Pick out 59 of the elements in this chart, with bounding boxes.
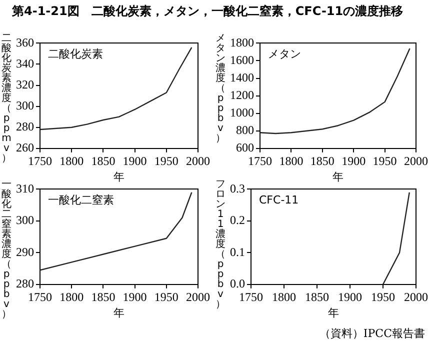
x-tick-label: 1800: [272, 290, 296, 304]
y-tick-label: 300: [16, 213, 34, 228]
x-tick-label: 1750: [28, 290, 52, 304]
x-tick-label: 1850: [310, 154, 334, 168]
y-tick-label: 0.1: [230, 244, 245, 259]
y-tick-label: 320: [16, 77, 34, 92]
y-tick-label: 290: [16, 244, 34, 259]
x-axis-title: 年: [332, 170, 344, 184]
x-axis-title: 年: [114, 170, 124, 184]
y-tick-label: 1200: [230, 88, 254, 102]
y-tick-label: 0.0: [230, 276, 245, 291]
x-tick-label: 1950: [372, 154, 397, 168]
y-tick-label: 0.2: [230, 213, 245, 228]
x-tick-label: 1900: [342, 154, 366, 168]
x-tick-label: 1850: [91, 154, 116, 168]
y-tick-label: 1000: [230, 105, 254, 120]
chart-title: 第4-1-21図 二酸化炭素，メタン，一酸化二窒素，CFC-11の濃度推移: [12, 3, 404, 20]
x-tick-label: 2000: [186, 290, 210, 304]
x-tick-label: 1950: [371, 290, 395, 304]
x-tick-label: 1800: [279, 154, 304, 168]
x-tick-label: 1800: [60, 154, 84, 168]
y-tick-label: 340: [16, 56, 34, 70]
x-axis-title: 年: [114, 306, 124, 320]
x-tick-label: 1750: [248, 154, 272, 168]
x-tick-label: 1850: [91, 290, 116, 304]
y-tick-label: 1600: [230, 52, 254, 67]
y-tick-label: 310: [16, 181, 34, 196]
y-tick-label: 280: [16, 120, 34, 134]
x-tick-label: 1750: [28, 154, 52, 168]
text: メタン濃度（ppbv）: [216, 33, 226, 144]
y-tick-label: 1400: [230, 70, 254, 84]
text: 一酸化二窒素濃度（ppbv）: [2, 179, 12, 320]
x-tick-label: 1900: [338, 290, 362, 304]
y-tick-label: 280: [16, 276, 34, 291]
y-tick-label: 1800: [230, 35, 254, 50]
text: 二酸化炭素濃度（ppmv）: [2, 33, 12, 164]
x-tick-label: 2000: [404, 290, 428, 304]
x-tick-label: 1950: [154, 154, 178, 168]
y-tick-label: 360: [16, 35, 34, 50]
x-axis-title: 年: [328, 306, 339, 320]
x-tick-label: 1850: [305, 290, 329, 304]
x-tick-label: 1800: [60, 290, 84, 304]
x-tick-label: 2000: [404, 154, 428, 168]
y-tick-label: 600: [236, 140, 254, 155]
x-tick-label: 1900: [122, 290, 147, 304]
x-tick-label: 2000: [186, 154, 210, 168]
x-tick-label: 1900: [122, 154, 147, 168]
text: 二酸化炭素: [48, 48, 103, 61]
text: フロン11濃度（ppbv）: [216, 179, 226, 310]
text: メタン: [268, 48, 301, 61]
y-tick-label: 800: [236, 123, 254, 138]
x-tick-label: 1950: [154, 290, 178, 304]
y-tick-label: 300: [16, 98, 34, 112]
text: （資料）IPCC報告書: [319, 326, 425, 341]
text: CFC-11: [259, 194, 299, 207]
y-tick-label: 0.3: [230, 181, 245, 196]
x-tick-label: 1750: [239, 290, 263, 304]
text: 一酸化二窒素: [48, 194, 114, 207]
y-tick-label: 260: [16, 140, 34, 155]
